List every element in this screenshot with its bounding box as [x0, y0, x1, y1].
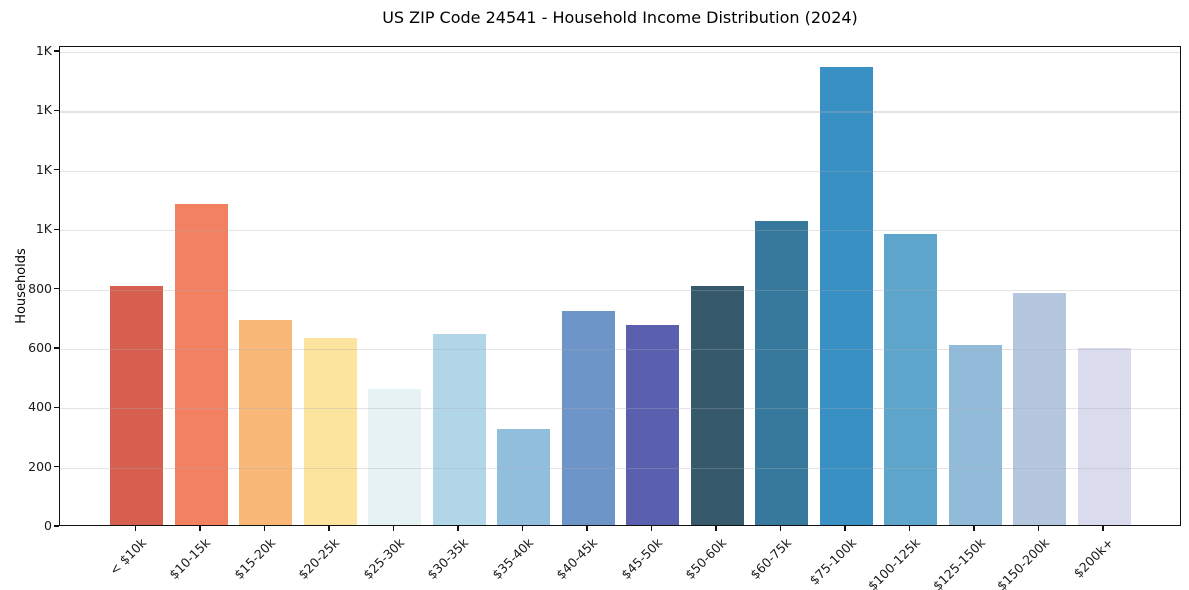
- x-tick-mark: [650, 526, 653, 531]
- x-tick-label: $100-125k: [864, 535, 924, 590]
- x-tick-mark: [263, 526, 266, 531]
- y-tick-mark: [54, 169, 59, 171]
- x-tick-mark: [521, 526, 524, 531]
- x-tick-label: $60-75k: [747, 535, 795, 583]
- x-tick-label: < $10k: [106, 535, 150, 578]
- gridline: [60, 289, 1180, 291]
- gridline: [60, 52, 1180, 54]
- y-tick-mark: [54, 228, 59, 230]
- x-tick-label: $30-35k: [424, 535, 472, 583]
- bar: [174, 204, 228, 525]
- y-tick-label: 1K: [35, 221, 52, 237]
- x-tick-label: $20-25k: [295, 535, 343, 583]
- y-tick-label: 1K: [35, 43, 52, 58]
- bar: [1077, 348, 1131, 525]
- x-tick-label: $200k+: [1070, 535, 1117, 581]
- gridline: [60, 467, 1180, 469]
- y-tick-label: 600: [28, 339, 52, 355]
- y-tick-mark: [54, 525, 59, 527]
- bar: [239, 320, 292, 525]
- x-tick-mark: [134, 526, 137, 531]
- bar: [110, 286, 163, 525]
- plot-area: [59, 46, 1181, 526]
- x-tick-label: $50-60k: [682, 535, 730, 583]
- y-tick-label: 1K: [35, 102, 52, 118]
- y-tick-label: 0: [44, 518, 52, 533]
- y-tick-mark: [54, 287, 59, 290]
- gridline: [60, 348, 1180, 351]
- bar: [884, 234, 937, 525]
- bar: [819, 67, 873, 525]
- bar: [1013, 293, 1066, 525]
- y-tick-mark: [54, 50, 59, 52]
- bar: [755, 221, 808, 525]
- x-tick-mark: [973, 526, 975, 531]
- y-tick-mark: [54, 406, 59, 408]
- x-tick-label: $75-100k: [805, 535, 859, 588]
- x-tick-label: $10-15k: [166, 535, 214, 583]
- y-tick-mark: [54, 465, 59, 468]
- x-tick-label: $125-150k: [929, 535, 988, 590]
- x-tick-label: $35-40k: [489, 535, 537, 583]
- x-tick-mark: [1037, 526, 1040, 531]
- bar: [432, 334, 486, 525]
- chart-title: US ZIP Code 24541 - Household Income Dis…: [382, 8, 858, 27]
- x-tick-label: $40-45k: [553, 535, 601, 583]
- x-tick-mark: [844, 526, 846, 531]
- y-tick-label: 200: [28, 458, 52, 474]
- bar: [497, 429, 550, 525]
- gridline: [60, 230, 1180, 232]
- bar: [690, 286, 744, 525]
- bar: [948, 345, 1002, 525]
- y-tick-label: 400: [28, 399, 52, 415]
- x-tick-mark: [328, 526, 330, 531]
- bar: [368, 389, 421, 525]
- bar: [303, 338, 357, 525]
- x-tick-label: $150-200k: [993, 535, 1053, 590]
- gridline: [60, 170, 1180, 172]
- x-tick-mark: [586, 526, 588, 531]
- x-tick-label: $25-30k: [360, 535, 408, 583]
- x-tick-mark: [392, 526, 395, 531]
- bar: [626, 324, 679, 525]
- x-tick-mark: [1102, 526, 1104, 531]
- x-tick-mark: [199, 526, 201, 531]
- bar: [561, 311, 615, 525]
- x-tick-label: $15-20k: [231, 535, 279, 583]
- y-tick-label: 1K: [35, 161, 52, 177]
- gridline: [60, 111, 1180, 113]
- x-tick-label: $45-50k: [618, 535, 666, 583]
- x-tick-mark: [457, 526, 459, 531]
- y-tick-mark: [54, 109, 59, 112]
- x-tick-mark: [908, 526, 911, 531]
- x-tick-mark: [779, 526, 782, 531]
- gridline: [60, 408, 1180, 410]
- y-tick-mark: [54, 347, 59, 349]
- x-tick-mark: [715, 526, 717, 531]
- y-tick-label: 800: [28, 280, 52, 296]
